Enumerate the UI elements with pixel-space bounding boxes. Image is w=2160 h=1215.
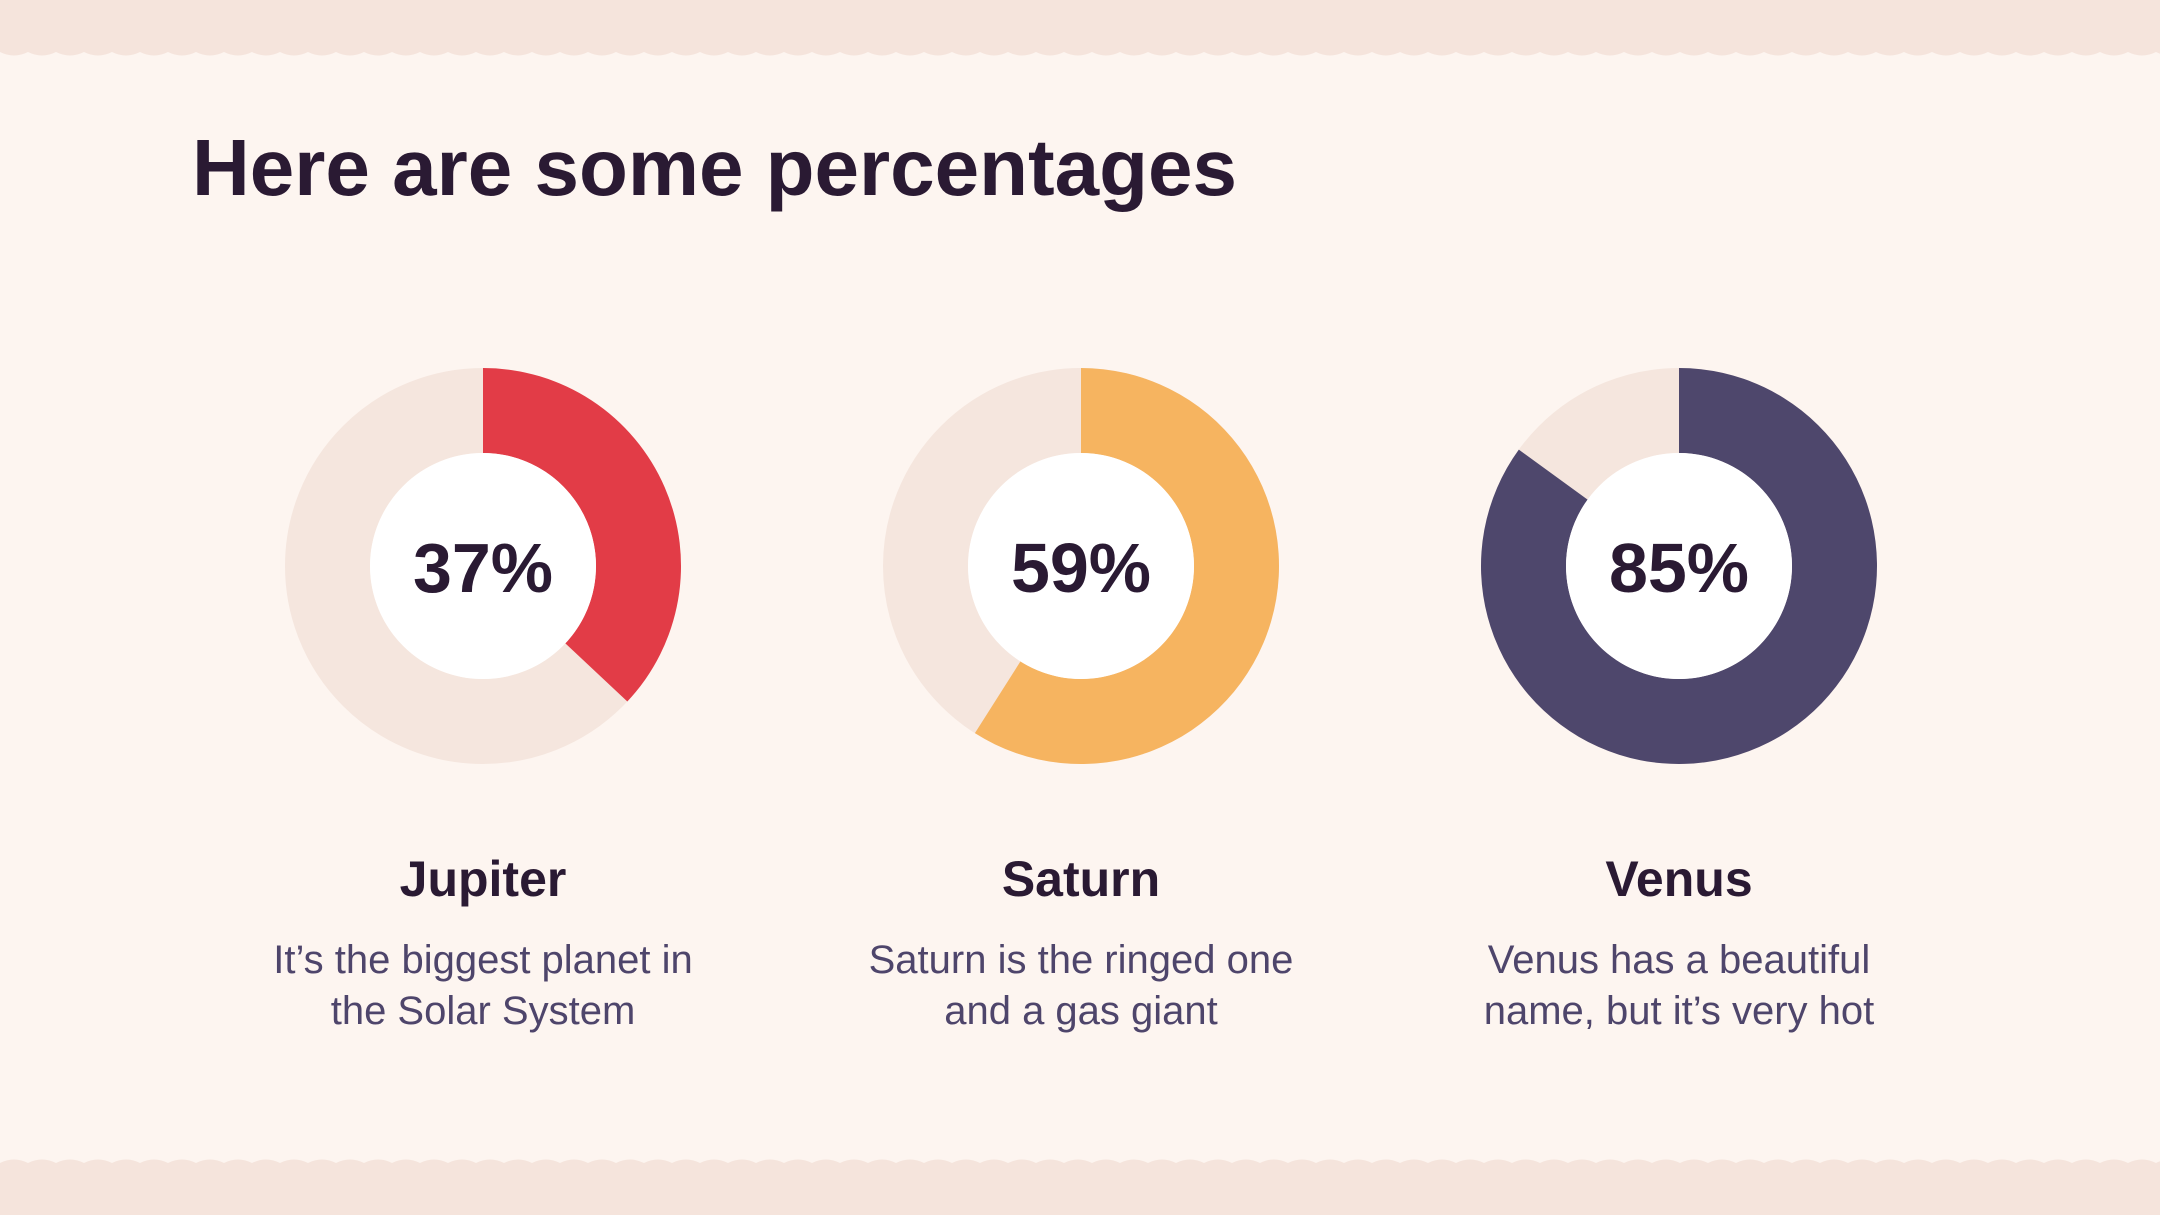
value-label: 85% (1609, 529, 1749, 607)
description: It’s the biggest planet in the Solar Sys… (273, 938, 693, 1033)
donut-segment (1481, 368, 1878, 764)
donut-segment (483, 368, 681, 702)
chart-title: Jupiter (399, 851, 567, 907)
wave-band (0, 0, 2160, 56)
value-label: 37% (413, 529, 553, 607)
donut-hole (370, 453, 596, 679)
chart-title: Saturn (1001, 851, 1161, 907)
donut-hole (1566, 453, 1792, 679)
donut-segment (974, 368, 1279, 764)
donut-hole (968, 453, 1194, 679)
description: Venus has a beautiful name, but it’s ver… (1483, 938, 1875, 1033)
chart-title: Venus (1605, 851, 1753, 907)
slide-title: Here are some percentages (192, 123, 1237, 212)
wave-band (0, 1159, 2160, 1215)
value-label: 59% (1011, 529, 1151, 607)
description: Saturn is the ringed one and a gas giant (868, 938, 1294, 1033)
